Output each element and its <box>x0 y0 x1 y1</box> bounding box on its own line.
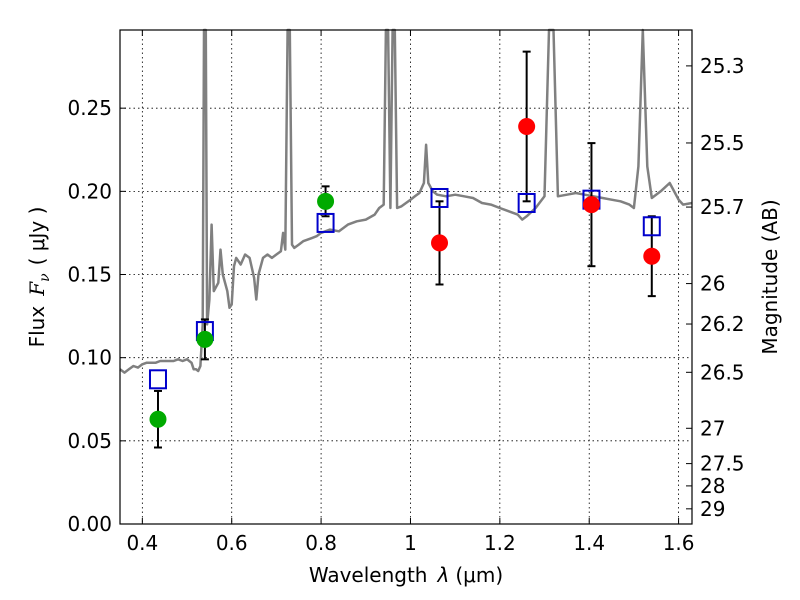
y2-tick-label: 27 <box>700 416 725 440</box>
observed-point <box>149 410 167 428</box>
x-tick-label: 0.4 <box>126 531 158 555</box>
y2-tick-label: 28 <box>700 474 725 498</box>
y-tick-label: 0.10 <box>67 346 112 370</box>
y2-tick-label: 26 <box>700 272 725 296</box>
model-photometry-square <box>642 216 661 237</box>
x-tick-label: 1.6 <box>663 531 695 555</box>
y2-axis-label: Magnitude (AB) <box>758 199 782 354</box>
model-photometry-square <box>148 369 167 390</box>
x-axis-label: Wavelength λ (μm) <box>309 563 503 587</box>
model-photometry-square <box>316 212 335 233</box>
observed-point <box>317 192 335 210</box>
y-tick-label: 0.25 <box>67 96 112 120</box>
y-tick-label: 0.00 <box>67 512 112 536</box>
y2-tick-label: 25.3 <box>700 54 745 78</box>
plot-frame <box>119 29 693 525</box>
x-tick-label: 1 <box>404 531 417 555</box>
y2-tick-label: 29 <box>700 497 725 521</box>
observed-point <box>643 247 661 265</box>
data-markers <box>148 117 661 428</box>
observed-point <box>431 234 449 252</box>
model-photometry-square <box>430 187 449 208</box>
y-axis-label: FluxFν( μJy ) <box>25 207 53 348</box>
y-axis-ticks: 0.00 0.05 0.10 0.15 0.20 0.25 <box>67 96 126 536</box>
y-tick-label: 0.15 <box>67 263 112 287</box>
x-tick-label: 0.6 <box>216 531 248 555</box>
observed-point <box>582 196 600 214</box>
x-tick-label: 1.4 <box>573 531 605 555</box>
y2-tick-label: 25.7 <box>700 195 745 219</box>
y-tick-label: 0.20 <box>67 179 112 203</box>
error-bars <box>153 50 656 449</box>
y2-tick-label: 26.2 <box>700 312 745 336</box>
observed-point <box>196 330 214 348</box>
y-tick-label: 0.05 <box>67 429 112 453</box>
model-photometry-square <box>517 192 536 213</box>
x-tick-label: 0.8 <box>305 531 337 555</box>
x-axis-ticks: 0.4 0.6 0.8 1 1.2 1.4 1.6 <box>126 30 695 555</box>
observed-point <box>518 117 536 135</box>
y2-tick-label: 26.5 <box>700 360 745 384</box>
x-tick-label: 1.2 <box>484 531 516 555</box>
y2-tick-label: 27.5 <box>700 452 745 476</box>
y2-tick-label: 25.5 <box>700 131 745 155</box>
